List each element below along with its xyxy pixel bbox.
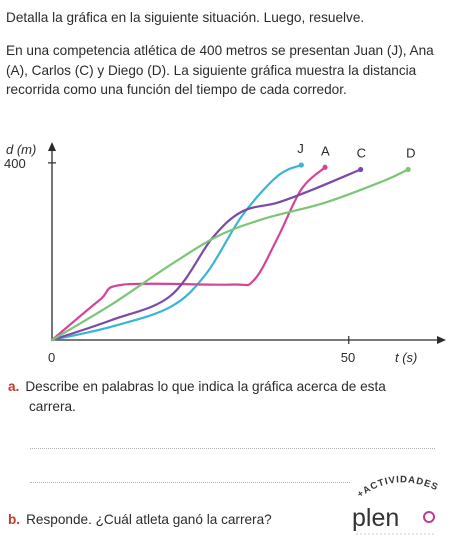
chart-lines <box>50 162 411 342</box>
answer-line-1[interactable] <box>30 448 435 449</box>
instruction-text: Detalla la gráfica en la siguiente situa… <box>6 10 365 25</box>
chart-axes <box>48 142 446 344</box>
question-a-text-2: carrera. <box>29 398 76 414</box>
chart-labels: 400 50 0 d (m) t (s) J A C D <box>4 141 417 365</box>
badge-logo-mark <box>423 511 435 523</box>
series-line-d <box>50 168 410 342</box>
series-label-d: D <box>406 146 415 161</box>
answer-line-2[interactable] <box>30 482 350 483</box>
series-label-c: C <box>357 146 366 161</box>
series-line-j <box>50 164 303 342</box>
series-endpoint-a <box>322 164 328 170</box>
badge-brand-text: plen <box>352 504 399 532</box>
series-line-c <box>50 168 362 342</box>
question-a-letter: a. <box>8 379 20 394</box>
question-a: a. Describe en palabras lo que indica la … <box>8 377 448 416</box>
distance-time-chart: 400 50 0 d (m) t (s) J A C D <box>4 141 446 365</box>
question-b-text: Responde. ¿Cuál atleta ganó la carrera? <box>26 512 272 527</box>
y-tick-label-400: 400 <box>4 156 26 171</box>
y-axis-label: d (m) <box>6 142 36 157</box>
y-axis-arrow <box>48 142 56 151</box>
series-endpoint-j <box>298 162 304 168</box>
badge-top-text: +ACTIVIDADES <box>355 474 440 500</box>
problem-statement: En una competencia atlética de 400 metro… <box>6 41 446 100</box>
x-axis-label: t (s) <box>395 350 417 365</box>
chart-ticks <box>48 162 350 344</box>
series-endpoint-d <box>405 166 411 173</box>
question-b-letter: b. <box>8 512 21 527</box>
question-a-text-1: Describe en palabras lo que indica la gr… <box>25 379 386 394</box>
series-label-j: J <box>297 141 304 156</box>
question-b: b. Responde. ¿Cuál atleta ganó la carrera… <box>8 510 338 529</box>
x-tick-label-0: 0 <box>48 350 55 365</box>
series-endpoint-c <box>358 166 364 173</box>
problem-text: En una competencia atlética de 400 metro… <box>6 43 434 97</box>
pleno-actividades-badge: +ACTIVIDADES plen <box>352 474 440 535</box>
series-label-a: A <box>321 143 330 158</box>
instruction-header: Detalla la gráfica en la siguiente situa… <box>6 8 446 27</box>
x-tick-label-50: 50 <box>341 350 355 365</box>
x-axis-arrow <box>437 336 446 344</box>
